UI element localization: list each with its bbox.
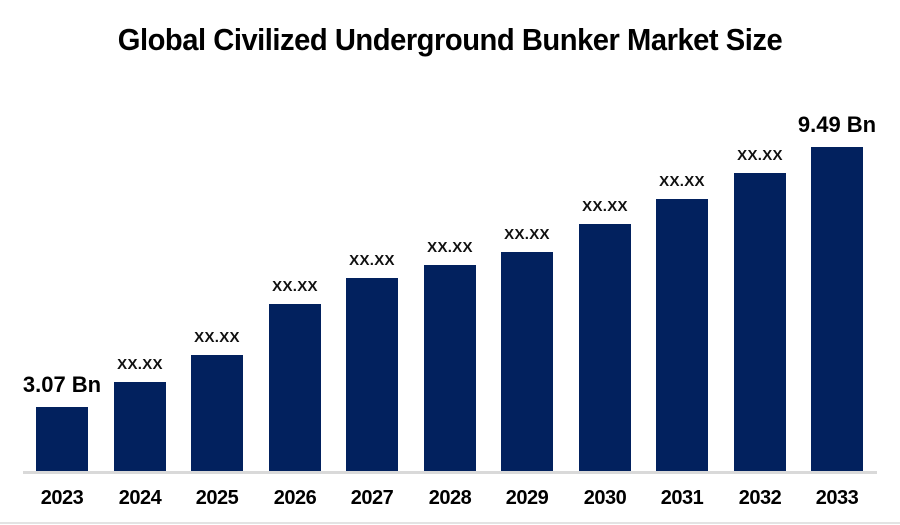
bar-value-label-2023: 3.07 Bn bbox=[22, 372, 102, 397]
bar-2029 bbox=[501, 252, 553, 471]
x-tick-label-2028: 2028 bbox=[428, 487, 472, 509]
bar-2027 bbox=[346, 278, 398, 471]
x-tick-label-2033: 2033 bbox=[815, 487, 859, 509]
bar-2032 bbox=[734, 173, 786, 471]
x-tick-label-2024: 2024 bbox=[118, 487, 162, 509]
bar-2023 bbox=[36, 407, 88, 471]
bar-value-label-2028: XX.XX bbox=[427, 239, 473, 256]
x-tick-label-2029: 2029 bbox=[505, 487, 549, 509]
bar-value-label-2025: XX.XX bbox=[194, 329, 240, 346]
x-tick-label-2031: 2031 bbox=[660, 487, 704, 509]
chart-title: Global Civilized Underground Bunker Mark… bbox=[117, 22, 783, 57]
bar-value-label-2029: XX.XX bbox=[504, 226, 550, 243]
bar-value-label-2026: XX.XX bbox=[272, 278, 318, 295]
bottom-edge-line bbox=[0, 522, 900, 524]
bar-2025 bbox=[191, 355, 243, 471]
x-tick-label-2023: 2023 bbox=[40, 487, 84, 509]
bar-value-label-2032: XX.XX bbox=[737, 147, 783, 164]
x-tick-label-2025: 2025 bbox=[195, 487, 239, 509]
bar-2033 bbox=[811, 147, 863, 471]
bar-value-label-2030: XX.XX bbox=[582, 198, 628, 215]
x-tick-label-2027: 2027 bbox=[350, 487, 394, 509]
bar-2031 bbox=[656, 199, 708, 471]
bar-2024 bbox=[114, 382, 166, 471]
x-tick-label-2032: 2032 bbox=[738, 487, 782, 509]
bar-value-label-2031: XX.XX bbox=[659, 173, 705, 190]
x-tick-label-2026: 2026 bbox=[273, 487, 317, 509]
bar-value-label-2033: 9.49 Bn bbox=[797, 112, 877, 137]
bar-value-label-2024: XX.XX bbox=[117, 356, 163, 373]
x-tick-label-2030: 2030 bbox=[583, 487, 627, 509]
bar-2026 bbox=[269, 304, 321, 471]
bar-2028 bbox=[424, 265, 476, 471]
bar-value-label-2027: XX.XX bbox=[349, 252, 395, 269]
x-axis-line bbox=[23, 471, 877, 474]
bar-2030 bbox=[579, 224, 631, 471]
